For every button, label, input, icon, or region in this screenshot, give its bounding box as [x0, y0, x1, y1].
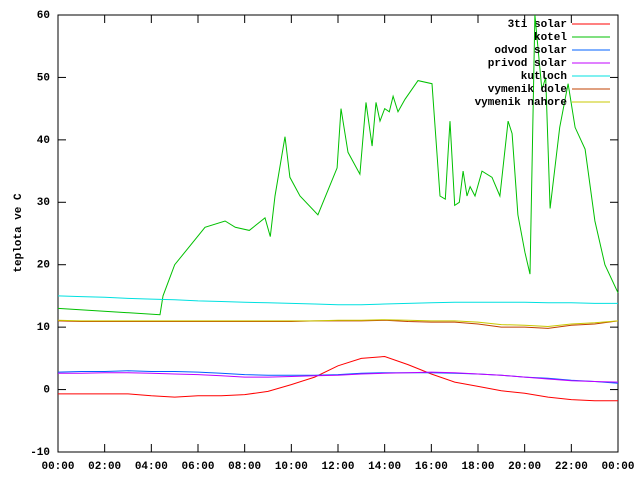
series-line [57, 319, 619, 329]
y-tick-label: 10 [37, 322, 50, 334]
y-tick-label: 40 [37, 135, 50, 147]
x-tick-label: 00:00 [41, 461, 74, 473]
y-tick-label: 0 [43, 384, 50, 396]
legend-label: vymenik nahore [475, 97, 568, 109]
y-tick-label: 50 [37, 72, 50, 84]
x-tick-label: 18:00 [461, 461, 494, 473]
x-tick-label: 08:00 [228, 461, 261, 473]
y-tick-label: 20 [37, 260, 50, 272]
x-tick-label: 02:00 [88, 461, 121, 473]
series-line [57, 295, 618, 306]
series-line [58, 371, 619, 383]
x-tick-label: 22:00 [555, 461, 588, 473]
y-axis-label: teplota ve C [13, 193, 25, 273]
y-tick-label: -10 [30, 447, 50, 459]
legend-label: kotel [534, 32, 567, 44]
legend-label: odvod solar [494, 45, 567, 57]
legend-label: kutloch [521, 71, 567, 83]
x-tick-label: 20:00 [508, 461, 541, 473]
legend-label: 3ti solar [508, 19, 567, 31]
series-line [57, 14, 619, 316]
legend-label: privod solar [488, 58, 567, 70]
y-tick-label: 30 [37, 197, 50, 209]
x-tick-label: 10:00 [275, 461, 308, 473]
y-tick-label: 60 [37, 10, 50, 22]
x-tick-label: 12:00 [321, 461, 354, 473]
series-line [57, 319, 619, 328]
legend-label: vymenik dole [488, 84, 568, 96]
x-tick-label: 06:00 [181, 461, 214, 473]
x-tick-label: 04:00 [135, 461, 168, 473]
x-tick-label: 00:00 [601, 461, 634, 473]
x-tick-label: 16:00 [415, 461, 448, 473]
series-line [58, 355, 618, 402]
x-tick-label: 14:00 [368, 461, 401, 473]
